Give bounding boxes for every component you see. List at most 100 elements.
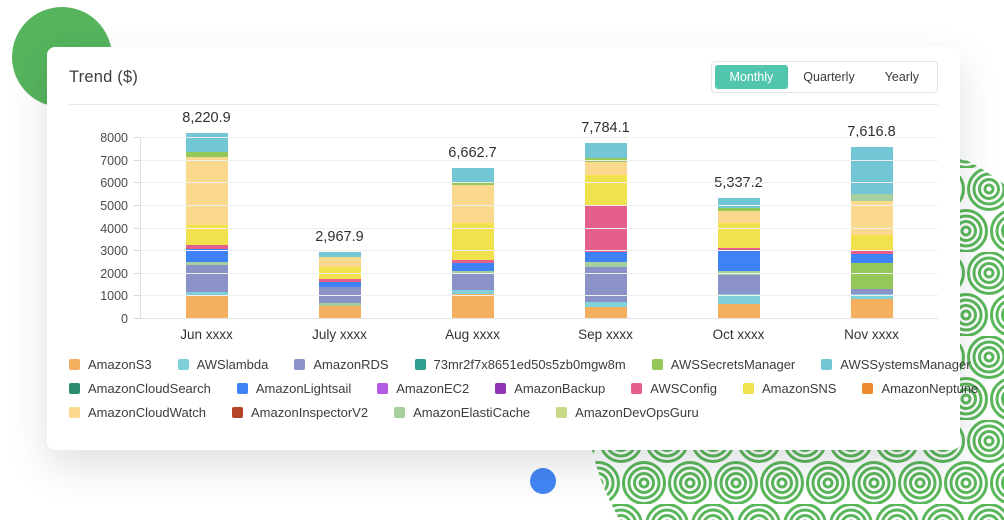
bar-segment-AWSlambda[interactable] <box>850 294 893 299</box>
bar-segment-AmazonRDS[interactable] <box>318 287 361 303</box>
bar-segment-AWSSystemsManager[interactable] <box>318 251 361 258</box>
legend-item-AmazonCloudWatch[interactable]: AmazonCloudWatch <box>69 405 206 420</box>
bar-segment-AWSConfig[interactable] <box>584 206 627 253</box>
bar-segment-AmazonCloudWatch[interactable] <box>717 210 760 224</box>
bar-segment-AmazonCloudWatch[interactable] <box>584 161 627 176</box>
legend-item-AmazonRDS[interactable]: AmazonRDS <box>294 357 389 372</box>
bar-segment-AmazonCloudWatch[interactable] <box>850 200 893 235</box>
bar-segment-AmazonLightsail[interactable] <box>318 282 361 288</box>
bar-segment-AmazonElastiCache[interactable] <box>318 302 361 307</box>
card-title: Trend ($) <box>69 67 139 86</box>
bar-segment-AmazonCloudWatch[interactable] <box>185 157 228 226</box>
bar-column: 7,616.8 <box>805 107 938 319</box>
trend-card: Trend ($) Monthly Quarterly Yearly 0 1000 20… <box>47 47 978 450</box>
bar-segment-AmazonLightsail[interactable] <box>451 263 494 271</box>
bar-segment-AWSSystemsManager[interactable] <box>451 168 494 183</box>
y-tick-mark <box>134 159 140 161</box>
bar-segment-AmazonLightsail[interactable] <box>584 252 627 263</box>
bar-segment-AmazonRDS[interactable] <box>850 288 893 295</box>
bar-segment-AmazonElastiCache[interactable] <box>185 262 228 266</box>
legend-item-73mr2f7x8651ed50s5zb0mgw8m[interactable]: 73mr2f7x8651ed50s5zb0mgw8m <box>414 357 626 372</box>
bar-segment-AmazonCloudWatch[interactable] <box>451 184 494 223</box>
bar[interactable] <box>850 146 893 319</box>
bar-segment-AmazonS3[interactable] <box>850 298 893 319</box>
legend-item-AWSSecretsManager[interactable]: AWSSecretsManager <box>651 357 795 372</box>
bar-column: 8,220.9 <box>140 107 273 319</box>
bar-segment-AWSlambda[interactable] <box>185 292 228 296</box>
bar-segment-AWSSystemsManager[interactable] <box>584 142 627 158</box>
bar-segment-AmazonLightsail[interactable] <box>185 249 228 263</box>
bar[interactable] <box>717 198 760 319</box>
bar-segment-AWSSecretsManager[interactable] <box>850 262 893 289</box>
bar-segment-AmazonSNS[interactable] <box>850 234 893 250</box>
legend-item-AmazonCloudSearch[interactable]: AmazonCloudSearch <box>69 381 211 396</box>
bar-segment-AWSSecretsManager[interactable] <box>717 207 760 211</box>
legend-item-AmazonNeptune[interactable]: AmazonNeptune <box>862 381 978 396</box>
tab-yearly[interactable]: Yearly <box>884 70 919 84</box>
bar-segment-AmazonLightsail[interactable] <box>850 254 893 263</box>
legend-swatch-icon <box>414 359 426 370</box>
tab-monthly[interactable]: Monthly <box>714 65 789 89</box>
legend-item-AWSlambda[interactable]: AWSlambda <box>177 357 268 372</box>
gridline <box>140 182 938 184</box>
bar-segment-AWSSystemsManager[interactable] <box>185 133 228 153</box>
bar-segment-AmazonSNS[interactable] <box>584 175 627 207</box>
bar-segment-AWSConfig[interactable] <box>717 248 760 252</box>
legend-swatch-icon <box>69 359 80 370</box>
bar[interactable] <box>318 251 361 319</box>
bar[interactable] <box>185 133 228 319</box>
legend-item-AWSConfig[interactable]: AWSConfig <box>631 381 717 396</box>
legend-swatch-icon <box>236 383 248 394</box>
bar[interactable] <box>451 168 494 319</box>
bar-segment-AmazonCloudWatch[interactable] <box>318 257 361 268</box>
legend-item-AWSSystemsManager[interactable]: AWSSystemsManager <box>821 357 971 372</box>
bar-segment-AmazonRDS[interactable] <box>451 274 494 290</box>
bar-segment-AWSSystemsManager[interactable] <box>717 198 760 208</box>
bar-segment-AmazonS3[interactable] <box>717 304 760 319</box>
bar-segment-AWSSecretsManager[interactable] <box>451 182 494 185</box>
legend-swatch-icon <box>631 383 643 394</box>
legend-item-AmazonS3[interactable]: AmazonS3 <box>69 357 152 372</box>
tab-quarterly[interactable]: Quarterly <box>803 70 855 84</box>
bar-segment-AWSlambda[interactable] <box>451 289 494 294</box>
legend-swatch-icon <box>294 359 306 370</box>
legend-item-AmazonLightsail[interactable]: AmazonLightsail <box>236 381 351 396</box>
legend-label: AmazonS3 <box>88 357 152 372</box>
bar-segment-AmazonSNS[interactable] <box>717 223 760 249</box>
bar-segment-AWSSystemsManager[interactable] <box>850 146 893 194</box>
bar-segment-AWSConfig[interactable] <box>185 245 228 250</box>
bar-segment-AWSlambda[interactable] <box>584 302 627 307</box>
bar-segment-AmazonElastiCache[interactable] <box>451 270 494 275</box>
blue-dot-decor <box>530 468 556 494</box>
bar-segment-AWSSecretsManager[interactable] <box>185 152 228 158</box>
bar-segment-AWSlambda[interactable] <box>717 293 760 305</box>
legend-item-AmazonEC2[interactable]: AmazonEC2 <box>377 381 469 396</box>
bar-segment-AmazonLightsail[interactable] <box>717 251 760 272</box>
bar-segment-AmazonS3[interactable] <box>318 306 361 319</box>
bar-segment-AmazonRDS[interactable] <box>185 265 228 293</box>
legend-item-AmazonSNS[interactable]: AmazonSNS <box>743 381 836 396</box>
y-tick-label: 4000 <box>100 221 128 236</box>
bar-segment-AWSConfig[interactable] <box>451 259 494 264</box>
y-tick-label: 0 <box>121 312 128 326</box>
legend-label: AmazonInspectorV2 <box>251 405 369 420</box>
bar-segment-AmazonElastiCache[interactable] <box>850 193 893 201</box>
bar-segment-AmazonSNS[interactable] <box>185 225 228 246</box>
bar-segment-AmazonS3[interactable] <box>185 295 228 319</box>
legend-item-AmazonElastiCache[interactable]: AmazonElastiCache <box>394 405 530 420</box>
bar-segment-AmazonS3[interactable] <box>584 306 627 319</box>
legend-label: AmazonEC2 <box>396 381 470 396</box>
card-header: Trend ($) Monthly Quarterly Yearly <box>69 61 938 105</box>
legend-item-AmazonBackup[interactable]: AmazonBackup <box>495 381 605 396</box>
bar-segment-AmazonSNS[interactable] <box>451 222 494 260</box>
bar-segment-AmazonRDS[interactable] <box>584 266 627 303</box>
bar-segment-AmazonS3[interactable] <box>451 293 494 319</box>
bar-segment-AmazonRDS[interactable] <box>717 274 760 294</box>
legend-item-AmazonInspectorV2[interactable]: AmazonInspectorV2 <box>232 405 368 420</box>
bar[interactable] <box>584 142 627 319</box>
bar-segment-AWSConfig[interactable] <box>318 278 361 283</box>
bar-segment-AWSConfig[interactable] <box>850 249 893 255</box>
bar-segment-AmazonElastiCache[interactable] <box>584 262 627 267</box>
legend-item-AmazonDevOpsGuru[interactable]: AmazonDevOpsGuru <box>556 405 699 420</box>
legend-label: AmazonCloudWatch <box>88 405 207 420</box>
